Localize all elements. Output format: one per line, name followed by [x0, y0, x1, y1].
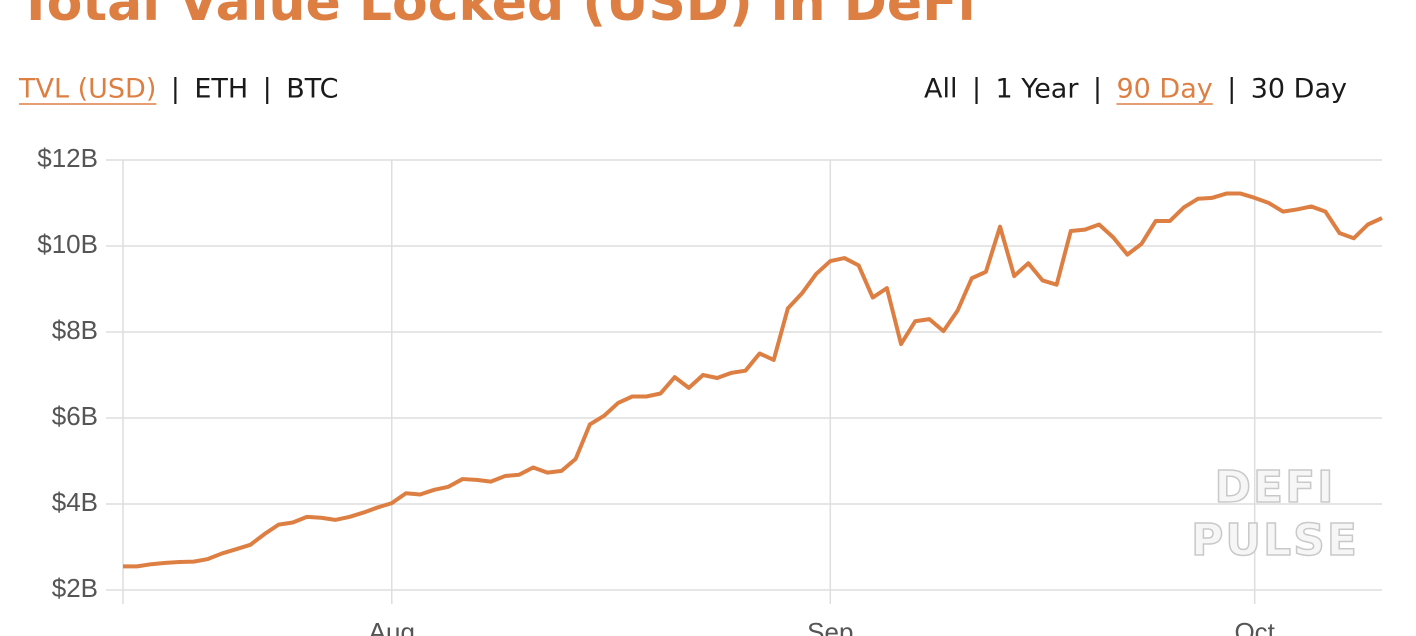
- tab[interactable]: All: [924, 74, 957, 105]
- chart-title: Total Value Locked (USD) in DeFi: [18, 0, 976, 33]
- y-tick-label: $8B: [52, 315, 98, 345]
- x-tick-label: Sep: [807, 617, 853, 636]
- x-tick-label: Aug: [369, 617, 415, 636]
- y-tick-label: $2B: [52, 573, 98, 603]
- y-tick-label: $10B: [37, 229, 98, 259]
- tab[interactable]: 90 Day: [1116, 74, 1212, 105]
- tab[interactable]: BTC: [286, 74, 338, 105]
- tab[interactable]: 30 Day: [1251, 74, 1347, 105]
- tvl-line: [123, 191, 1383, 569]
- watermark: PULSE: [1191, 515, 1359, 566]
- tab[interactable]: TVL (USD): [18, 74, 156, 105]
- x-tick-label: Oct: [1234, 617, 1275, 636]
- y-tick-label: $12B: [37, 143, 98, 173]
- y-tick-label: $4B: [52, 487, 98, 517]
- tab[interactable]: 1 Year: [996, 74, 1080, 105]
- watermark: DEFI: [1214, 462, 1335, 513]
- y-tick-label: $6B: [52, 401, 98, 431]
- tab[interactable]: ETH: [194, 74, 248, 105]
